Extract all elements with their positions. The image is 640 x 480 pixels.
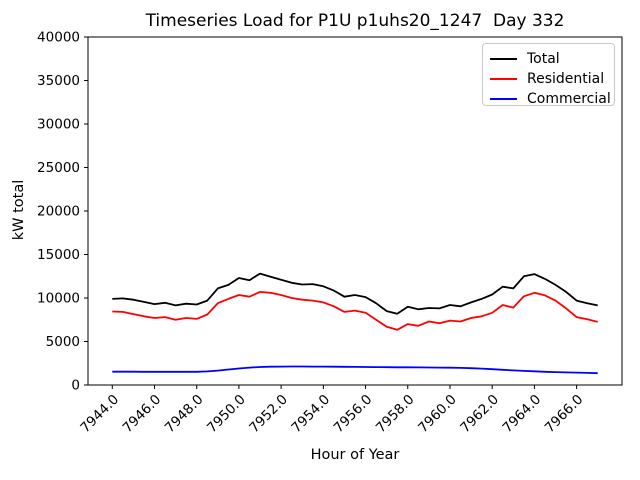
legend-label-total: Total: [527, 51, 560, 67]
x-tick-label: 7946.0: [120, 392, 165, 437]
y-tick-label: 0: [71, 378, 80, 394]
x-tick-label: 7960.0: [415, 392, 460, 437]
legend-line-residential: [490, 78, 517, 80]
legend: Total Residential Commercial: [482, 43, 615, 106]
x-tick-label: 7944.0: [77, 392, 122, 437]
series-line-residential: [112, 290, 598, 331]
legend-item-total: Total: [483, 49, 614, 69]
y-tick-label: 25000: [37, 160, 80, 176]
legend-label-residential: Residential: [527, 71, 605, 87]
x-tick-label: 7964.0: [500, 392, 545, 437]
y-axis-label: kW total: [11, 179, 27, 241]
series-line-commercial: [112, 365, 598, 375]
series-line-total: [112, 272, 598, 315]
legend-line-commercial: [490, 98, 517, 100]
chart-title: Timeseries Load for P1U p1uhs20_1247 Day…: [145, 11, 565, 31]
y-tick-label: 15000: [37, 247, 80, 263]
x-tick-label: 7956.0: [331, 392, 376, 437]
legend-item-residential: Residential: [483, 69, 614, 89]
x-axis-label: Hour of Year: [310, 447, 400, 463]
x-tick-label: 7954.0: [288, 392, 333, 437]
x-tick-label: 7958.0: [373, 392, 418, 437]
y-tick-label: 10000: [37, 291, 80, 307]
y-tick-label: 20000: [37, 204, 80, 220]
y-tick-label: 5000: [46, 334, 80, 350]
x-tick-label: 7950.0: [204, 392, 249, 437]
legend-item-commercial: Commercial: [483, 89, 614, 109]
y-tick-label: 35000: [37, 73, 80, 89]
y-tick-label: 40000: [37, 30, 80, 46]
x-tick-label: 7966.0: [542, 392, 587, 437]
legend-label-commercial: Commercial: [527, 91, 611, 107]
x-tick-label: 7962.0: [457, 392, 502, 437]
x-tick-label: 7952.0: [246, 392, 291, 437]
y-tick-label: 30000: [37, 117, 80, 133]
legend-line-total: [490, 58, 517, 60]
x-tick-label: 7948.0: [162, 392, 207, 437]
